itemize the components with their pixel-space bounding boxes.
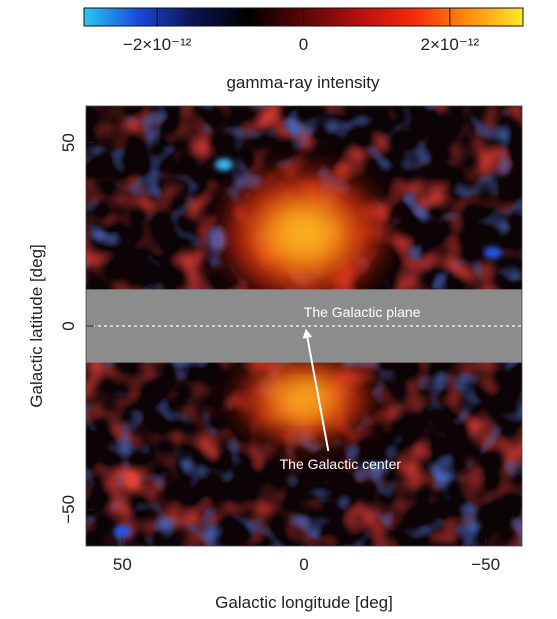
x-axis-ticks: 50 0 −50 xyxy=(113,538,500,574)
galactic-plane-label: The Galactic plane xyxy=(304,304,421,320)
colorbar-ticks: −2×10⁻¹² 0 2×10⁻¹² xyxy=(123,8,480,54)
galactic-center-label: The Galactic center xyxy=(280,456,402,472)
blue-spot-south xyxy=(113,525,132,538)
x-tick-label: −50 xyxy=(471,555,500,574)
x-tick-label: 0 xyxy=(299,555,308,574)
y-axis-ticks: 50 0 −50 xyxy=(59,133,94,524)
heatmap-area: The Galactic plane The Galactic center xyxy=(86,106,522,546)
colorbar-tick-label: 0 xyxy=(299,35,308,54)
colorbar-tick-label: 2×10⁻¹² xyxy=(421,35,480,54)
emission-features xyxy=(113,158,502,538)
galactic-center-arrow xyxy=(302,329,330,452)
x-axis-label: Galactic longitude [deg] xyxy=(215,593,393,612)
blue-spot-east xyxy=(483,246,502,259)
y-axis-label: Galactic latitude [deg] xyxy=(27,244,46,407)
colorbar: −2×10⁻¹² 0 2×10⁻¹² gamma-ray intensity xyxy=(83,7,524,92)
northern-lobe-core xyxy=(281,215,327,254)
y-tick-label: 50 xyxy=(59,133,78,152)
y-tick-label: 0 xyxy=(59,321,78,330)
colorbar-label: gamma-ray intensity xyxy=(226,73,380,92)
y-tick-label: −50 xyxy=(59,495,78,524)
x-tick-label: 50 xyxy=(113,555,132,574)
blue-spot-north xyxy=(215,158,234,171)
colorbar-tick-label: −2×10⁻¹² xyxy=(123,35,192,54)
southern-lobe-core xyxy=(284,386,324,413)
